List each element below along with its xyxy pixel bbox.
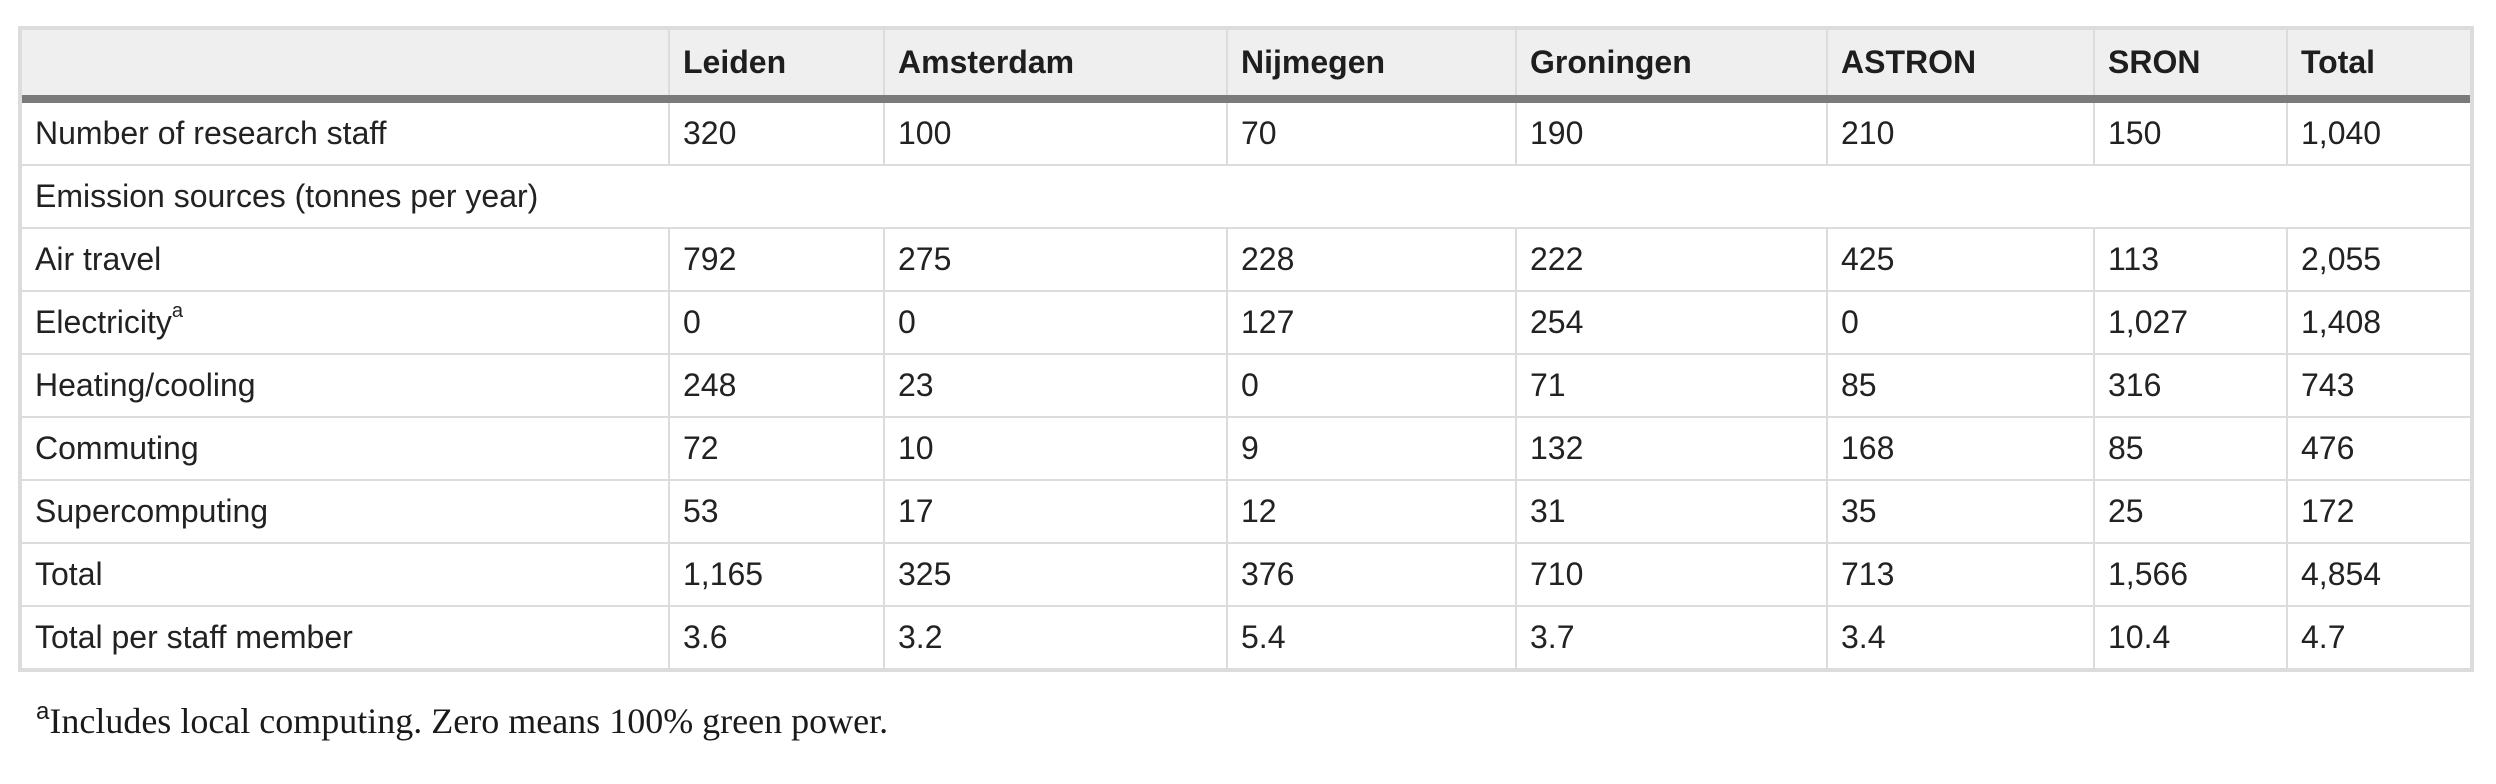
table-row-emission: Heating/cooling 248 23 0 71 85 316 743 <box>22 353 2470 417</box>
table-row-staff: Number of research staff 320 100 70 190 210 15… <box>22 99 2470 165</box>
table-cell: 713 <box>1826 542 2094 606</box>
table-cell: 425 <box>1826 227 2094 291</box>
row-label: Number of research staff <box>22 99 669 165</box>
table-cell: 275 <box>883 227 1227 291</box>
row-label-text: Number of research staff <box>35 115 387 151</box>
table-cell: 1,165 <box>668 542 884 606</box>
table-cell: 1,408 <box>2286 290 2470 354</box>
table-body: Number of research staff 320 100 70 190 210 15… <box>22 99 2470 668</box>
row-label-text: Total <box>35 556 103 592</box>
table-cell: 113 <box>2093 227 2287 291</box>
table-cell: 168 <box>1826 416 2094 480</box>
table-cell: 172 <box>2286 479 2470 543</box>
header-cell: Amsterdam <box>883 30 1227 103</box>
table-cell: 132 <box>1515 416 1827 480</box>
row-label: Total per staff member <box>22 605 669 668</box>
row-label-text: Heating/cooling <box>35 367 256 403</box>
footnote-ref: a <box>171 300 184 322</box>
table-cell: 71 <box>1515 353 1827 417</box>
table-cell: 792 <box>668 227 884 291</box>
table-cell: 9 <box>1226 416 1516 480</box>
table-cell: 150 <box>2093 99 2287 165</box>
table-cell: 1,027 <box>2093 290 2287 354</box>
table-cell: 3.6 <box>668 605 884 668</box>
table-cell: 0 <box>883 290 1227 354</box>
table-cell: 0 <box>1226 353 1516 417</box>
row-label: Electricitya <box>22 290 669 354</box>
row-label: Heating/cooling <box>22 353 669 417</box>
table-cell: 72 <box>668 416 884 480</box>
table-row-emission: Supercomputing 53 17 12 31 35 25 172 <box>22 479 2470 543</box>
table-cell: 228 <box>1226 227 1516 291</box>
table-cell: 376 <box>1226 542 1516 606</box>
table-cell: 710 <box>1515 542 1827 606</box>
table-cell: 23 <box>883 353 1227 417</box>
section-label: Emission sources (tonnes per year) <box>22 164 2470 228</box>
emissions-table-container: Leiden Amsterdam Nijmegen Groningen ASTRON SR… <box>18 26 2474 672</box>
table-cell: 12 <box>1226 479 1516 543</box>
table-cell: 325 <box>883 542 1227 606</box>
table-cell: 35 <box>1826 479 2094 543</box>
table-cell: 3.7 <box>1515 605 1827 668</box>
table-cell: 0 <box>668 290 884 354</box>
table-cell: 210 <box>1826 99 2094 165</box>
table-row-total: Total 1,165 325 376 710 713 1,566 4,854 <box>22 542 2470 606</box>
table-cell: 25 <box>2093 479 2287 543</box>
table-cell: 0 <box>1826 290 2094 354</box>
header-cell: Total <box>2286 30 2470 103</box>
table-cell: 476 <box>2286 416 2470 480</box>
header-cell: Groningen <box>1515 30 1827 103</box>
row-label: Air travel <box>22 227 669 291</box>
table-cell: 70 <box>1226 99 1516 165</box>
table-cell: 2,055 <box>2286 227 2470 291</box>
emissions-table: Leiden Amsterdam Nijmegen Groningen ASTRON SR… <box>22 30 2470 668</box>
table-cell: 4,854 <box>2286 542 2470 606</box>
table-cell: 248 <box>668 353 884 417</box>
table-cell: 222 <box>1515 227 1827 291</box>
table-cell: 1,040 <box>2286 99 2470 165</box>
table-cell: 3.2 <box>883 605 1227 668</box>
header-cell: Nijmegen <box>1226 30 1516 103</box>
table-footnote: aIncludes local computing. Zero means 10… <box>36 698 889 742</box>
table-row-emission: Commuting 72 10 9 132 168 85 476 <box>22 416 2470 480</box>
header-cell: SRON <box>2093 30 2287 103</box>
table-cell: 5.4 <box>1226 605 1516 668</box>
row-label-text: Total per staff member <box>35 619 353 655</box>
table-header: Leiden Amsterdam Nijmegen Groningen ASTRON SR… <box>22 30 2470 103</box>
table-cell: 3.4 <box>1826 605 2094 668</box>
table-cell: 100 <box>883 99 1227 165</box>
table-cell: 254 <box>1515 290 1827 354</box>
table-cell: 190 <box>1515 99 1827 165</box>
header-row: Leiden Amsterdam Nijmegen Groningen ASTRON SR… <box>22 30 2470 103</box>
row-label-text: Commuting <box>35 430 199 466</box>
table-row-emission: Electricitya 0 0 127 254 0 1,027 1,408 <box>22 290 2470 354</box>
table-cell: 320 <box>668 99 884 165</box>
footnote-marker: a <box>36 698 50 725</box>
row-label-text: Supercomputing <box>35 493 269 529</box>
header-cell: Leiden <box>668 30 884 103</box>
table-cell: 85 <box>2093 416 2287 480</box>
row-label: Commuting <box>22 416 669 480</box>
table-cell: 1,566 <box>2093 542 2287 606</box>
row-label: Total <box>22 542 669 606</box>
header-cell: ASTRON <box>1826 30 2094 103</box>
table-cell: 127 <box>1226 290 1516 354</box>
table-cell: 85 <box>1826 353 2094 417</box>
table-cell: 316 <box>2093 353 2287 417</box>
table-cell: 53 <box>668 479 884 543</box>
table-cell: 743 <box>2286 353 2470 417</box>
row-label-text: Air travel <box>35 241 162 277</box>
table-cell: 4.7 <box>2286 605 2470 668</box>
row-label: Supercomputing <box>22 479 669 543</box>
footnote-text: Includes local computing. Zero means 100… <box>49 701 889 741</box>
table-cell: 10.4 <box>2093 605 2287 668</box>
row-label-text: Electricity <box>35 304 172 340</box>
header-cell-empty <box>22 30 669 103</box>
table-row-emission: Air travel 792 275 228 222 425 113 2,055 <box>22 227 2470 291</box>
table-row-section: Emission sources (tonnes per year) <box>22 164 2470 228</box>
table-row-per-staff: Total per staff member 3.6 3.2 5.4 3.7 3.4 10.… <box>22 605 2470 668</box>
table-cell: 17 <box>883 479 1227 543</box>
table-cell: 31 <box>1515 479 1827 543</box>
table-cell: 10 <box>883 416 1227 480</box>
